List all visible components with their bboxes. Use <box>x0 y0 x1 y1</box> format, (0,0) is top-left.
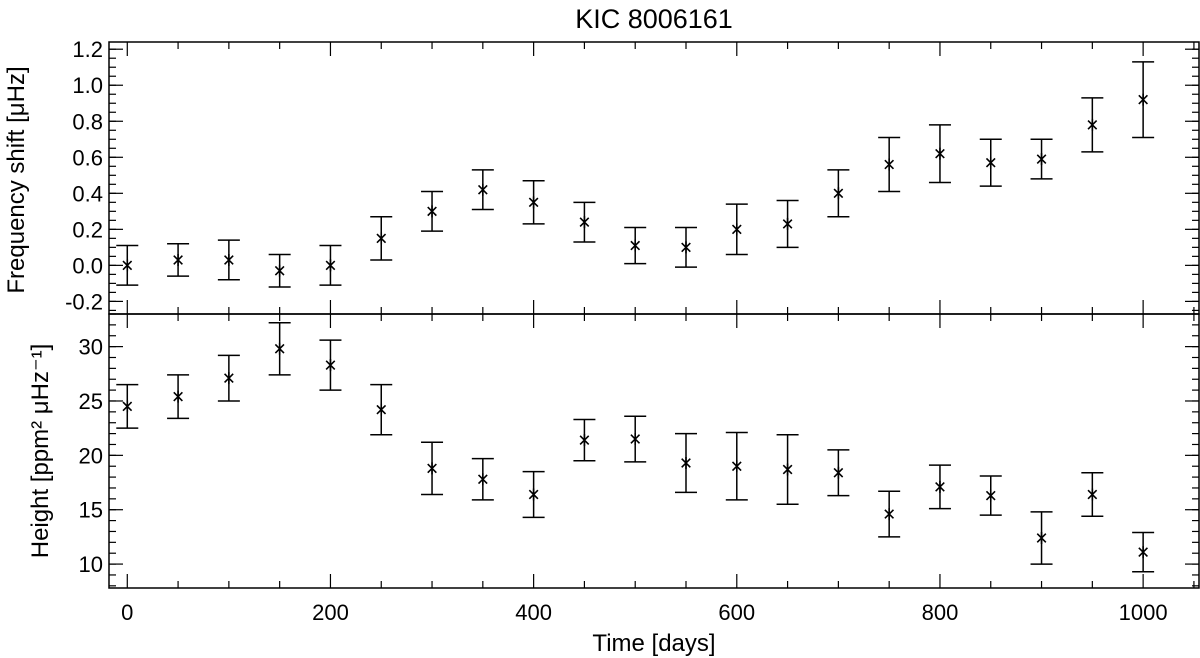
data-point <box>630 239 641 252</box>
x-tick-label: 800 <box>922 600 959 625</box>
data-point <box>884 158 895 171</box>
data-point <box>477 473 488 486</box>
data-point <box>884 508 895 521</box>
data-point <box>630 433 641 446</box>
y-tick-label: 20 <box>79 443 103 468</box>
y-tick-label: 0.0 <box>72 253 103 278</box>
data-point <box>731 460 742 473</box>
data-point <box>782 463 793 476</box>
data-point <box>985 489 996 502</box>
data-point <box>1036 531 1047 544</box>
data-point <box>274 342 285 355</box>
data-point <box>528 196 539 209</box>
data-point <box>173 253 183 266</box>
data-point <box>1087 488 1098 501</box>
x-tick-label: 600 <box>718 600 755 625</box>
data-point <box>985 156 996 169</box>
y-tick-label: 25 <box>79 389 103 414</box>
plot-frame <box>108 313 1200 589</box>
data-point <box>122 400 133 413</box>
data-point <box>325 359 336 372</box>
y-tick-label: 0.6 <box>72 145 103 170</box>
data-point <box>376 232 387 245</box>
data-point <box>681 456 691 469</box>
data-point <box>173 390 183 403</box>
data-point <box>376 403 387 416</box>
data-point <box>477 183 488 196</box>
data-point <box>935 147 945 160</box>
y-tick-label: 15 <box>79 498 103 523</box>
data-point <box>1087 118 1098 131</box>
y-tick-label: -0.2 <box>65 289 103 314</box>
y-tick-label: 1.0 <box>72 73 103 98</box>
data-point <box>274 264 285 277</box>
frequency-shift-panel: -0.2 0.0 0.2 0.4 0.6 0.8 1.0 1.2 <box>65 37 1200 315</box>
x-tick-label: 200 <box>312 600 349 625</box>
y-tick-label: 0.4 <box>72 181 103 206</box>
data-point <box>731 223 742 236</box>
data-point <box>782 217 793 230</box>
y-tick-label: 0.2 <box>72 217 103 242</box>
data-point <box>681 241 691 254</box>
data-point <box>1036 153 1047 166</box>
y-tick-label: 1.2 <box>72 37 103 62</box>
data-point <box>579 434 590 447</box>
y-tick-label: 30 <box>79 335 103 360</box>
x-tick-label: 0 <box>121 600 133 625</box>
data-point <box>224 253 234 266</box>
y-tick-label: 10 <box>79 552 103 577</box>
data-point <box>122 259 133 272</box>
x-tick-label: 1000 <box>1119 600 1168 625</box>
x-tick-label: 400 <box>515 600 552 625</box>
data-point <box>427 462 437 475</box>
data-point <box>325 259 336 272</box>
data-point <box>579 216 590 229</box>
data-point <box>1138 93 1148 106</box>
y-axis-label-frequency: Frequency shift [μHz] <box>3 66 30 293</box>
data-point <box>1138 546 1148 559</box>
height-panel: 10 15 20 25 30 0 200 400 600 800 1000 <box>79 313 1200 625</box>
data-point <box>935 480 945 493</box>
data-point <box>224 372 234 385</box>
data-point <box>427 205 437 218</box>
data-point <box>528 488 539 501</box>
plot-frame <box>108 41 1200 315</box>
x-axis-label: Time [days] <box>592 630 715 657</box>
y-tick-label: 0.8 <box>72 109 103 134</box>
data-point <box>833 466 844 479</box>
chart-title: KIC 8006161 <box>575 4 733 34</box>
y-axis-label-height: Height [ppm² μHz⁻¹] <box>27 344 54 559</box>
data-point <box>833 187 844 200</box>
